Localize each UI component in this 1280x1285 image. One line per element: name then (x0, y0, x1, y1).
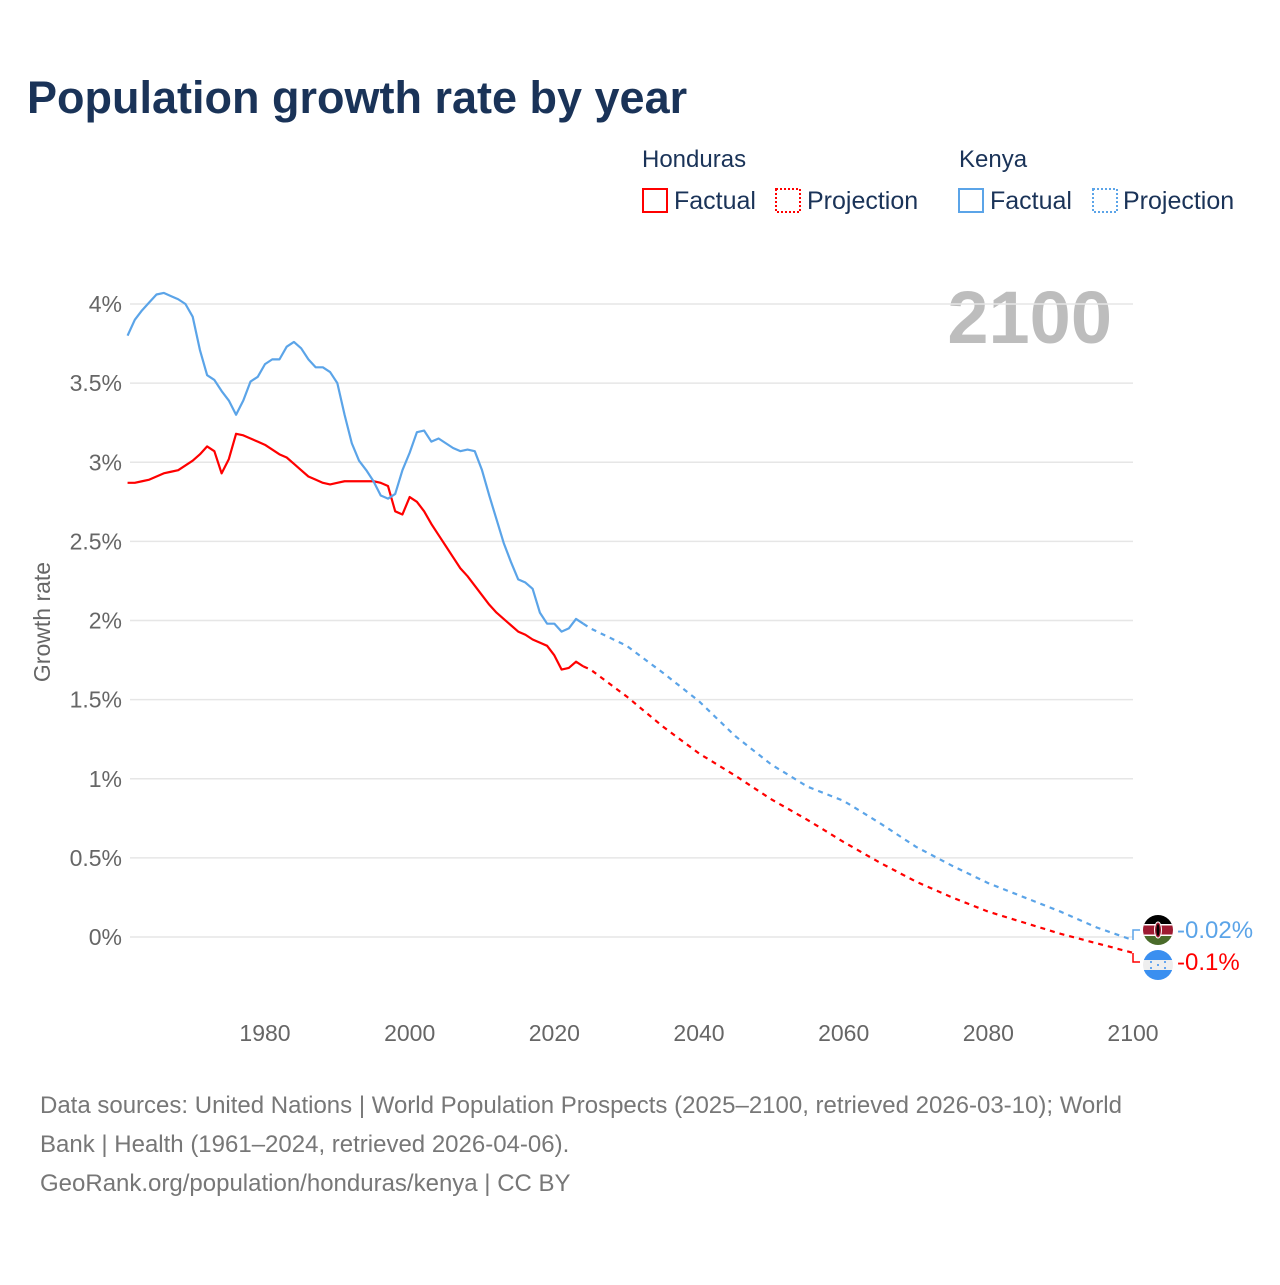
legend-swatch-kenya-projection[interactable] (1092, 188, 1118, 213)
x-tick-label: 2080 (963, 1020, 1014, 1046)
x-tick-label: 2020 (529, 1020, 580, 1046)
kenya-end-value: -0.02% (1177, 917, 1253, 944)
legend-label-kenya-projection[interactable]: Projection (1123, 187, 1234, 215)
legend-label-kenya-factual[interactable]: Factual (990, 187, 1072, 215)
y-tick-label: 2% (89, 608, 122, 634)
honduras-projection-line (582, 665, 1134, 954)
honduras-end-value: -0.1% (1177, 949, 1240, 976)
honduras-factual-line (127, 432, 584, 671)
footer-sources-line2: Bank | Health (1961–2024, retrieved 2026… (40, 1131, 569, 1158)
y-axis-label: Growth rate (29, 562, 55, 682)
y-tick-label: 3% (89, 449, 122, 475)
x-tick-label: 1980 (239, 1020, 290, 1046)
honduras-flag-icon (1143, 950, 1173, 980)
x-tick-label: 2060 (818, 1020, 869, 1046)
legend-swatch-kenya-factual[interactable] (958, 188, 984, 213)
kenya-factual-line (126, 291, 584, 633)
legend: Honduras Factual Projection Kenya Factua… (642, 146, 1234, 215)
kenya-connector (1132, 929, 1140, 940)
end-labels: -0.02% -0.1% (1132, 915, 1253, 980)
kenya-projection-line (582, 622, 1134, 942)
chart-title: Population growth rate by year (27, 72, 687, 123)
legend-group-honduras: Honduras (642, 146, 746, 173)
y-tick-label: 0% (89, 924, 122, 950)
y-tick-label: 2.5% (70, 528, 122, 554)
y-tick-label: 0.5% (70, 845, 122, 871)
grid (130, 303, 1133, 938)
x-tick-label: 2100 (1107, 1020, 1158, 1046)
legend-label-honduras-factual[interactable]: Factual (674, 187, 756, 215)
honduras-connector (1132, 953, 1140, 963)
y-tick-label: 3.5% (70, 370, 122, 396)
series-lines (126, 291, 1134, 954)
x-tick-label: 2000 (384, 1020, 435, 1046)
legend-swatch-honduras-factual[interactable] (642, 188, 668, 213)
y-axis: 0% 0.5% 1% 1.5% 2% 2.5% 3% 3.5% 4% (70, 291, 122, 950)
footer-credit-link[interactable]: GeoRank.org/population/honduras/kenya | … (40, 1170, 571, 1197)
legend-group-kenya: Kenya (959, 146, 1028, 173)
year-badge: 2100 (947, 276, 1112, 359)
footer-sources-line1: Data sources: United Nations | World Pop… (40, 1092, 1122, 1119)
y-tick-label: 4% (89, 291, 122, 317)
x-tick-label: 2040 (673, 1020, 724, 1046)
legend-label-honduras-projection[interactable]: Projection (807, 187, 918, 215)
kenya-flag-icon (1143, 915, 1173, 945)
y-tick-label: 1% (89, 766, 122, 792)
y-tick-label: 1.5% (70, 687, 122, 713)
legend-swatch-honduras-projection[interactable] (775, 188, 801, 213)
x-axis: 1980 2000 2020 2040 2060 2080 2100 (239, 1020, 1158, 1046)
